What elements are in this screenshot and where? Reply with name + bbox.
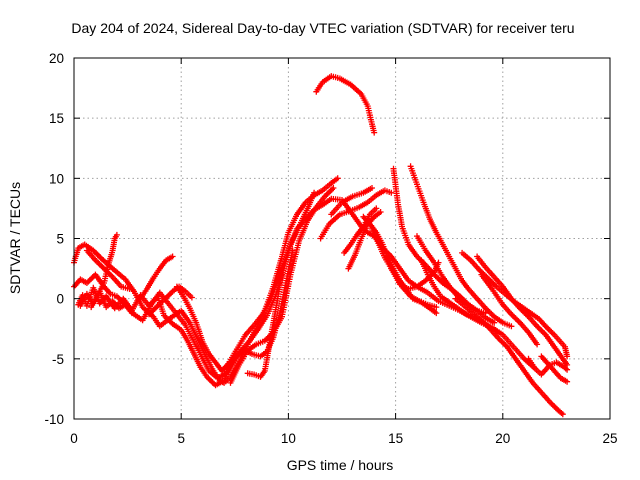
x-tick-label: 15 [388,431,403,446]
y-tick-label: 15 [49,111,64,126]
data-series [83,247,133,292]
y-tick-label: 0 [56,292,64,307]
x-tick-label: 10 [281,431,296,446]
data-point-markers [407,163,515,330]
data-point-markers [452,295,566,418]
data-series [538,353,571,385]
data-point-markers [474,253,571,368]
data-series [88,231,120,311]
data-point-markers [88,231,120,311]
y-tick-label: 5 [56,232,64,247]
data-point-markers [384,253,440,317]
chart-title: Day 204 of 2024, Sidereal Day-to-day VTE… [71,20,574,36]
x-tick-label: 0 [70,431,78,446]
data-series [244,265,285,380]
data-point-markers [538,353,571,385]
data-series [407,163,515,330]
data-point-markers [83,247,133,292]
y-tick-label: -10 [44,412,64,427]
data-series [146,283,195,318]
x-tick-label: 20 [495,431,510,446]
data-series [317,187,395,242]
data-point-markers [414,233,489,317]
data-series [313,73,378,136]
data-series [414,233,489,317]
x-tick-label: 5 [177,431,185,446]
data-series [452,295,566,418]
data-point-markers [328,185,375,218]
data-series [328,185,375,218]
data-point-markers [317,187,395,242]
data-point-markers [313,73,378,136]
data-marks [71,73,571,418]
y-tick-label: 10 [49,171,64,186]
data-point-markers [137,253,176,302]
x-tick-label: 25 [602,431,617,446]
data-point-markers [146,283,195,318]
data-point-markers [478,271,541,348]
y-tick-label: -5 [52,352,64,367]
data-series [137,253,176,302]
data-point-markers [244,265,285,380]
data-series [474,253,571,368]
x-axis-label: GPS time / hours [287,457,394,473]
data-series [478,271,541,348]
data-series [384,253,440,317]
y-axis-label: SDTVAR / TECUs [7,182,23,294]
y-tick-label: 20 [49,51,64,66]
axis-ticks: 0 5 10 15 20 25 -10 -5 0 5 10 15 20 [44,51,617,446]
